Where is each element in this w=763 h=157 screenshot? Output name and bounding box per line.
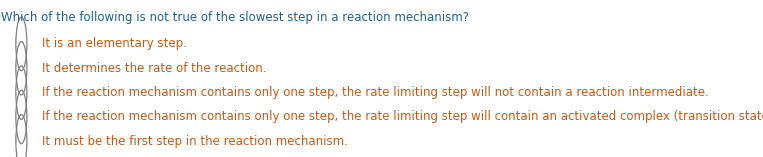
Text: It is an elementary step.: It is an elementary step. — [42, 38, 187, 50]
Text: It must be the first step in the reaction mechanism.: It must be the first step in the reactio… — [42, 135, 348, 148]
Text: Which of the following is not true of the slowest step in a reaction mechanism?: Which of the following is not true of th… — [2, 11, 469, 24]
Text: If the reaction mechanism contains only one step, the rate limiting step will co: If the reaction mechanism contains only … — [42, 111, 763, 123]
Text: It determines the rate of the reaction.: It determines the rate of the reaction. — [42, 62, 266, 75]
Text: If the reaction mechanism contains only one step, the rate limiting step will no: If the reaction mechanism contains only … — [42, 86, 709, 99]
